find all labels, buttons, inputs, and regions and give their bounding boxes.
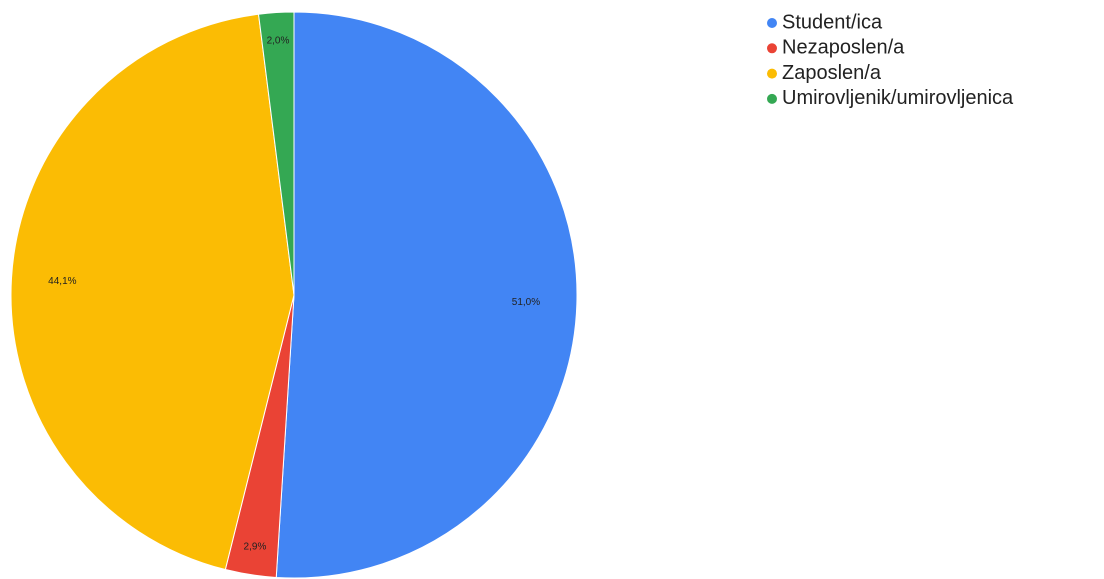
pie-slice	[275, 11, 578, 579]
pie-slice	[257, 11, 295, 296]
legend-marker	[767, 68, 777, 79]
legend-marker	[767, 18, 777, 28]
pie-slice	[10, 13, 295, 571]
legend-marker	[767, 93, 777, 104]
legend-label: Zaposlen/a	[782, 62, 882, 84]
legend-label: Umirovljenik/umirovljenica	[782, 87, 1014, 109]
legend-marker	[767, 43, 777, 54]
slice-label: 51,0%	[512, 297, 540, 308]
slice-label: 44,1%	[48, 276, 76, 287]
slice-label: 2,9%	[244, 541, 267, 552]
legend-label: Nezaposlen/a	[782, 37, 905, 59]
slice-label: 2,0%	[267, 35, 290, 46]
legend-label: Student/ica	[782, 11, 883, 33]
